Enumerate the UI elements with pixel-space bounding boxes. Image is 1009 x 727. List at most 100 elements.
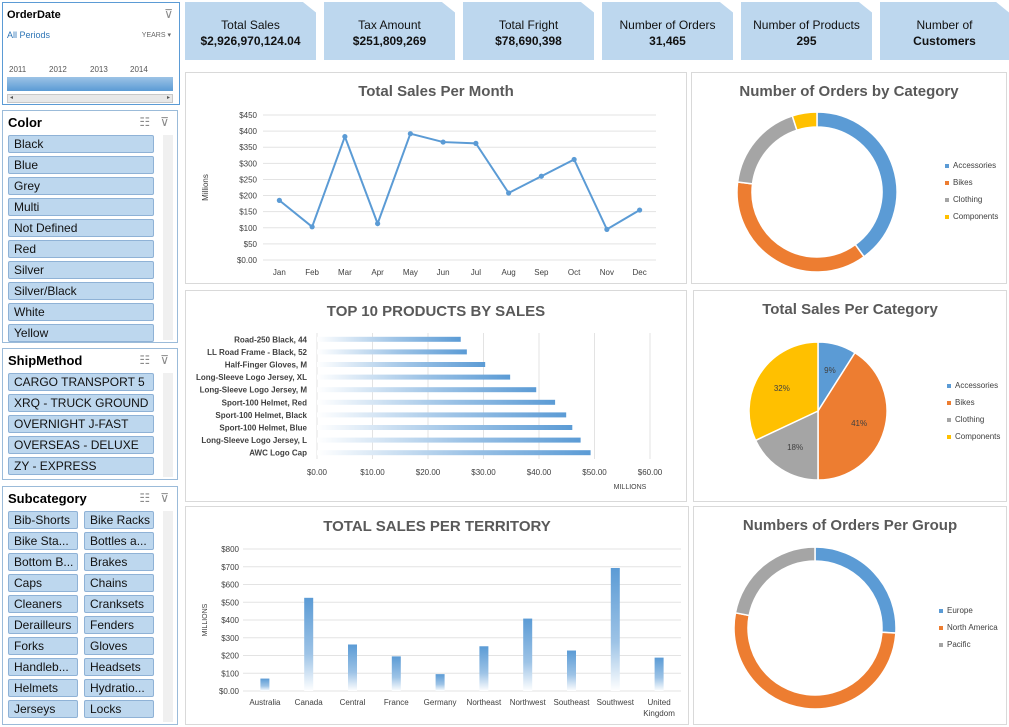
data-point-apr <box>375 220 381 227</box>
year-2013: 2013 <box>90 65 108 74</box>
scroll-right-icon[interactable]: ▸ <box>166 95 170 101</box>
x-tick-label: Central <box>340 698 366 707</box>
color-option-black[interactable]: Black <box>8 135 154 153</box>
x-tick-label: Northwest <box>510 698 547 707</box>
color-slicer[interactable]: Color ☷ ⊽ Black Blue Grey Multi Not Defined R… <box>2 110 178 343</box>
color-option-yellow[interactable]: Yellow <box>8 324 154 342</box>
bar-united-kingdom <box>654 657 664 691</box>
subcategory-option-caps[interactable]: Caps <box>8 574 78 592</box>
x-tick-label: $50.00 <box>582 468 607 477</box>
year-2012: 2012 <box>49 65 67 74</box>
shipmethod-option-cargo-transport-5[interactable]: CARGO TRANSPORT 5 <box>8 373 154 391</box>
subcategory-option-fenders[interactable]: Fenders <box>84 616 154 634</box>
y-tick-label: $150 <box>239 208 257 217</box>
subcategory-option-hydratio[interactable]: Hydratio... <box>84 679 154 697</box>
scroll-left-icon[interactable]: ◂ <box>10 95 14 101</box>
subcategory-option-bottles-a[interactable]: Bottles a... <box>84 532 154 550</box>
timeline-bar[interactable] <box>7 77 173 91</box>
subcategory-option-helmets[interactable]: Helmets <box>8 679 78 697</box>
clear-filter-icon[interactable]: ⊽ <box>160 353 169 367</box>
orders-per-group-title: Numbers of Orders Per Group <box>742 517 958 534</box>
bar-northwest <box>523 618 533 691</box>
color-option-white[interactable]: White <box>8 303 154 321</box>
clear-filter-icon[interactable]: ⊽ <box>164 7 173 21</box>
orders-per-group-chart <box>733 546 897 710</box>
bar-southeast <box>567 650 576 691</box>
subcategory-option-bottom-b[interactable]: Bottom B... <box>8 553 78 571</box>
data-label-accessories: 9% <box>824 366 836 375</box>
color-option-red[interactable]: Red <box>8 240 154 258</box>
subcategory-option-cranksets[interactable]: Cranksets <box>84 595 154 613</box>
color-option-grey[interactable]: Grey <box>8 177 154 195</box>
subcategory-option-headsets[interactable]: Headsets <box>84 658 154 676</box>
shipmethod-option-xrq-truck-ground[interactable]: XRQ - TRUCK GROUND <box>8 394 154 412</box>
subcategory-option-gloves[interactable]: Gloves <box>84 637 154 655</box>
subcategory-slicer[interactable]: Subcategory ☷ ⊽ Bib-Shorts Bike Racks Bike… <box>2 486 178 725</box>
subcategory-option-derailleurs[interactable]: Derailleurs <box>8 616 78 634</box>
data-point-sep <box>538 173 544 179</box>
data-label-components: 32% <box>774 384 790 393</box>
subcategory-option-forks[interactable]: Forks <box>8 637 78 655</box>
multi-select-icon[interactable]: ☷ <box>139 115 151 129</box>
shipmethod-slicer-title: ShipMethod <box>8 353 83 368</box>
subcategory-scrollbar[interactable] <box>163 511 173 722</box>
color-scrollbar[interactable] <box>163 135 173 340</box>
sales-per-category-chart: 9% 41% 18% 32% <box>748 341 888 481</box>
multi-select-icon[interactable]: ☷ <box>139 353 151 367</box>
shipmethod-option-overnight-j-fast[interactable]: OVERNIGHT J-FAST <box>8 415 154 433</box>
top-products-chart: $0.00 $10.00 $20.00 $30.00 $40.00 $50.00 $60.0… <box>196 333 663 491</box>
data-point-feb <box>309 224 315 230</box>
subcategory-option-handleb[interactable]: Handleb... <box>8 658 78 676</box>
slice-bikes <box>817 351 888 481</box>
shipmethod-slicer[interactable]: ShipMethod ☷ ⊽ CARGO TRANSPORT 5 XRQ - TR… <box>2 348 178 480</box>
time-level-dropdown[interactable]: YEARS ▾ <box>141 32 171 39</box>
year-2014: 2014 <box>130 65 148 74</box>
color-option-silver[interactable]: Silver <box>8 261 154 279</box>
slice-clothing <box>736 114 798 185</box>
legend-item-clothing: Clothing <box>945 195 998 212</box>
bar-canada <box>304 597 314 691</box>
color-option-not-defined[interactable]: Not Defined <box>8 219 154 237</box>
color-option-blue[interactable]: Blue <box>8 156 154 174</box>
orders-by-category-title: Number of Orders by Category <box>739 83 959 100</box>
shipmethod-option-zy-express[interactable]: ZY - EXPRESS <box>8 457 154 475</box>
subcategory-option-locks[interactable]: Locks <box>84 700 154 718</box>
subcategory-option-jerseys[interactable]: Jerseys <box>8 700 78 718</box>
subcategory-option-bib-shorts[interactable]: Bib-Shorts <box>8 511 78 529</box>
legend-label: Clothing <box>953 195 983 204</box>
bar-france <box>391 656 401 691</box>
slice-bikes <box>736 181 866 273</box>
subcategory-option-chains[interactable]: Chains <box>84 574 154 592</box>
subcategory-option-brakes[interactable]: Brakes <box>84 553 154 571</box>
x-tick-label: Apr <box>371 268 384 277</box>
orders-per-group-panel: Numbers of Orders Per Group Europe North … <box>693 506 1007 725</box>
multi-select-icon[interactable]: ☷ <box>139 491 151 505</box>
slice-europe <box>814 546 897 634</box>
legend-label: Pacific <box>947 640 971 649</box>
orderdate-timeline[interactable]: OrderDate ⊽ All Periods YEARS ▾ 2011 201… <box>2 2 180 105</box>
subcategory-option-cleaners[interactable]: Cleaners <box>8 595 78 613</box>
shipmethod-option-overseas-deluxe[interactable]: OVERSEAS - DELUXE <box>8 436 154 454</box>
data-label-bikes: 41% <box>851 419 867 428</box>
y-tick-label: Sport-100 Helmet, Red <box>222 398 307 407</box>
legend-swatch <box>947 417 951 422</box>
legend-label: Accessories <box>953 161 997 170</box>
subcategory-option-bike-sta[interactable]: Bike Sta... <box>8 532 78 550</box>
shipmethod-scrollbar[interactable] <box>163 373 173 477</box>
timeline-scrollbar[interactable]: ◂ ▸ <box>7 94 173 103</box>
subcategory-option-bike-racks[interactable]: Bike Racks <box>84 511 154 529</box>
color-option-multi[interactable]: Multi <box>8 198 154 216</box>
color-option-silver-black[interactable]: Silver/Black <box>8 282 154 300</box>
clear-filter-icon[interactable]: ⊽ <box>160 491 169 505</box>
sales-per-category-legend: Accessories Bikes Clothing Components <box>947 381 1000 449</box>
clear-filter-icon[interactable]: ⊽ <box>160 115 169 129</box>
y-tick-label: Sport-100 Helmet, Blue <box>219 424 307 433</box>
period-label: All Periods <box>7 30 51 40</box>
y-tick-label: $50 <box>244 240 258 249</box>
sales-per-category-panel: Total Sales Per Category 9% 41% 18% 32% Acc… <box>693 290 1007 502</box>
orders-by-category-panel: Number of Orders by Category Accessories… <box>691 72 1007 284</box>
sales-per-category-title: Total Sales Per Category <box>762 301 938 318</box>
sales-per-month-panel: Total Sales Per Month $0.00 $50 $100 $150 $2… <box>185 72 687 284</box>
bar-sport-100-helmet-red <box>317 399 556 405</box>
y-tick-label: AWC Logo Cap <box>249 449 307 458</box>
